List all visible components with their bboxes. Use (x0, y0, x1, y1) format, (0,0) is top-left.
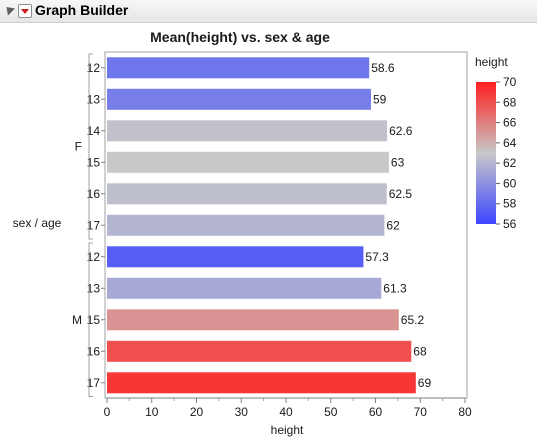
legend-tick-label: 56 (503, 217, 517, 231)
y-axis-label[interactable]: sex / age (13, 216, 62, 230)
category-label: 12 (87, 61, 101, 75)
bar (107, 309, 399, 331)
chart-title: Mean(height) vs. sex & age (150, 29, 330, 45)
legend-ticks: 56 58 60 62 64 66 68 70 (496, 75, 517, 231)
group-label: F (75, 140, 82, 154)
legend-tick-label: 60 (503, 176, 517, 190)
x-tick-label: 70 (414, 405, 428, 419)
group-label: M (72, 313, 82, 327)
x-tick-label: 0 (104, 405, 111, 419)
x-tick-label: 80 (458, 405, 472, 419)
bar (107, 120, 388, 142)
category-label: 15 (87, 155, 101, 169)
legend-tick-label: 70 (503, 75, 517, 89)
collapse-triangle-icon[interactable] (2, 3, 16, 16)
legend-tick-label: 66 (503, 116, 517, 130)
legend-tick-label: 64 (503, 136, 517, 150)
group-bracket (88, 53, 93, 240)
bar (107, 340, 412, 362)
bar-value-label: 65.2 (401, 313, 425, 327)
category-label: 17 (87, 376, 101, 390)
red-triangle-menu-icon[interactable] (18, 4, 32, 18)
category-label: 12 (87, 250, 101, 264)
bar-value-label: 57.3 (365, 250, 389, 264)
category-label: 13 (87, 281, 101, 295)
category-label: 15 (87, 313, 101, 327)
group-bracket (88, 242, 93, 397)
legend-color-scale (476, 82, 496, 224)
category-label: 16 (87, 344, 101, 358)
bar (107, 183, 387, 205)
bar-value-label: 62.5 (389, 187, 413, 201)
legend-tick-label: 62 (503, 156, 517, 170)
x-tick-label: 50 (324, 405, 338, 419)
bar-value-label: 68 (413, 344, 427, 358)
x-tick-label: 60 (369, 405, 383, 419)
category-label: 14 (87, 124, 101, 138)
bar (107, 372, 416, 394)
bar (107, 277, 382, 299)
x-tick-label: 30 (235, 405, 249, 419)
bar-value-label: 58.6 (371, 61, 395, 75)
x-tick-label: 20 (190, 405, 204, 419)
x-tick-label: 40 (279, 405, 293, 419)
x-tick-label: 10 (145, 405, 159, 419)
bar (107, 214, 385, 236)
bars-layer: 58.6 59 62.6 63 62.5 62 57.3 61.3 65.2 68 69 (107, 57, 432, 394)
window-title: Graph Builder (35, 2, 129, 18)
bar-value-label: 69 (418, 376, 432, 390)
bar (107, 88, 371, 110)
bar-value-label: 61.3 (383, 281, 407, 295)
legend-tick-label: 68 (503, 95, 517, 109)
bar (107, 246, 364, 268)
legend-title: height (475, 55, 508, 69)
bar-value-label: 62.6 (389, 124, 413, 138)
y-axis-labels: 12 13 14 15 16 17 F 12 13 15 16 17 M (72, 53, 105, 397)
title-bar: Graph Builder (0, 0, 537, 23)
bar (107, 151, 389, 173)
bar-value-label: 63 (391, 155, 405, 169)
bar-value-label: 59 (373, 92, 387, 106)
x-axis: 0 10 20 30 40 50 60 70 80 (104, 397, 472, 419)
legend-tick-label: 58 (503, 197, 517, 211)
x-axis-label[interactable]: height (271, 423, 304, 437)
category-label: 17 (87, 218, 101, 232)
category-label: 16 (87, 187, 101, 201)
bar-value-label: 62 (386, 218, 400, 232)
chart: Mean(height) vs. sex & age 58.6 59 62.6 63 6… (13, 29, 517, 437)
bar (107, 57, 370, 79)
category-label: 13 (87, 92, 101, 106)
